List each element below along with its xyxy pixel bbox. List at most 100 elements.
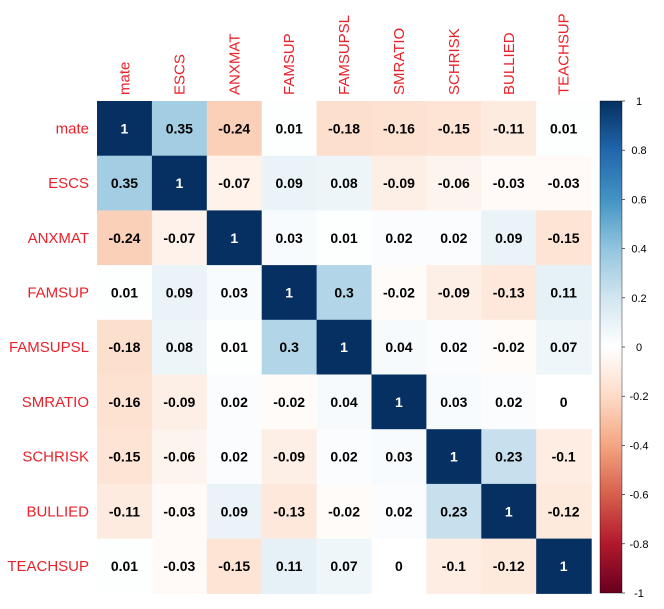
cell-value-label: 1 <box>285 284 293 300</box>
heatmap-cell <box>371 319 427 376</box>
cell-value-label: -0.02 <box>493 339 525 355</box>
heatmap-cell <box>261 265 318 321</box>
row-label: ANXMAT <box>28 230 89 247</box>
heatmap-cell <box>536 265 592 321</box>
row-label: BULLIED <box>26 503 89 520</box>
heatmap-cell <box>426 374 482 430</box>
cell-value-label: 0.02 <box>385 230 412 246</box>
row-label: FAMSUPSL <box>9 339 89 356</box>
heatmap-cell <box>536 429 592 485</box>
heatmap-cell <box>151 538 208 594</box>
heatmap-cell <box>261 210 318 266</box>
heatmap-cell <box>261 483 318 540</box>
cell-value-label: 1 <box>121 120 129 136</box>
cell-value-label: 0.07 <box>550 339 577 355</box>
heatmap-cell <box>371 155 427 211</box>
color-scale-legend: 1 0.8 0.6 0.4 0.2 0 -0.2 -0.4 -0.6 -0.8 -1 <box>599 96 649 600</box>
cell-value-label: 0.03 <box>385 449 412 465</box>
column-label: TEACHSUP <box>556 13 573 95</box>
heatmap-cell <box>316 319 373 376</box>
column-label: BULLIED <box>501 32 518 95</box>
cell-value-label: -0.18 <box>328 120 360 136</box>
column-label: FAMSUPSL <box>336 15 353 95</box>
cell-value-label: 0 <box>395 558 403 574</box>
cell-value-label: 0.02 <box>330 449 357 465</box>
heatmap-cell <box>536 374 592 430</box>
heatmap-cell <box>536 210 592 266</box>
cell-value-label: 0.23 <box>440 503 467 519</box>
cell-value-label: 0.03 <box>440 394 467 410</box>
heatmap-cell <box>371 483 427 540</box>
heatmap-cell <box>481 210 537 266</box>
cell-value-label: -0.03 <box>163 558 195 574</box>
cell-value-label: 0 <box>560 394 568 410</box>
cell-value-label: 0.01 <box>111 558 138 574</box>
heatmap-cell <box>481 538 537 594</box>
heatmap-cell <box>261 374 318 430</box>
cell-value-label: 0.03 <box>276 230 303 246</box>
cell-value-label: 0.01 <box>276 120 303 136</box>
heatmap-cell <box>316 101 373 157</box>
cell-value-label: 0.35 <box>111 175 138 191</box>
cell-value-label: -0.15 <box>218 558 250 574</box>
heatmap-cell <box>206 265 263 321</box>
cell-value-label: 1 <box>505 503 513 519</box>
cell-value-label: -0.07 <box>218 175 250 191</box>
cell-value-label: -0.1 <box>552 449 576 465</box>
heatmap-cell <box>261 538 318 594</box>
cell-value-label: 0.08 <box>330 175 357 191</box>
cell-value-label: 1 <box>230 230 238 246</box>
cell-value-label: -0.02 <box>383 284 415 300</box>
color-scale-bar <box>599 100 623 594</box>
heatmap-cell <box>426 483 482 540</box>
cell-value-label: 0.3 <box>334 284 354 300</box>
cell-value-label: 0.01 <box>330 230 357 246</box>
cell-value-label: -0.24 <box>218 120 250 136</box>
heatmap-cell <box>536 538 592 594</box>
heatmap-cell <box>426 155 482 211</box>
heatmap-cell <box>206 374 263 430</box>
heatmap-cell <box>371 101 427 157</box>
cell-value-label: 0.09 <box>495 230 522 246</box>
heatmap-cell <box>371 429 427 485</box>
cell-value-label: 0.01 <box>550 120 577 136</box>
heatmap-cell <box>97 483 153 540</box>
heatmap-cell <box>536 155 592 211</box>
row-label: SCHRISK <box>22 449 89 466</box>
scale-tick-label: -1 <box>634 588 644 600</box>
heatmap-cell <box>206 210 263 266</box>
cell-value-label: 1 <box>560 558 568 574</box>
heatmap-cell <box>316 265 373 321</box>
heatmap-cell <box>481 429 537 485</box>
scale-tick-label: 0.8 <box>631 145 646 157</box>
heatmap-cell <box>371 374 427 430</box>
heatmap-cell <box>316 374 373 430</box>
cell-value-label: -0.12 <box>493 558 525 574</box>
heatmap-cell <box>316 210 373 266</box>
column-label: SCHRISK <box>446 28 463 95</box>
heatmap-cell <box>206 319 263 376</box>
cell-value-label: 0.02 <box>440 339 467 355</box>
heatmap-cell <box>426 265 482 321</box>
column-label: mate <box>116 62 133 95</box>
heatmap-cell <box>371 210 427 266</box>
cell-value-label: 0.07 <box>330 558 357 574</box>
heatmap-cell <box>97 265 153 321</box>
cell-value-label: -0.03 <box>493 175 525 191</box>
heatmap-cell <box>481 319 537 376</box>
cell-value-label: 0.11 <box>550 284 577 300</box>
cell-value-label: 0.11 <box>276 558 303 574</box>
cell-value-label: 0.08 <box>166 339 193 355</box>
heatmap-cell <box>151 483 208 540</box>
cell-value-label: 0.3 <box>279 339 299 355</box>
column-label: ANXMAT <box>226 34 243 95</box>
cell-value-label: -0.11 <box>493 120 524 136</box>
cell-value-label: -0.15 <box>108 449 140 465</box>
heatmap-cell <box>261 319 318 376</box>
heatmap-cell <box>151 210 208 266</box>
heatmap-cell <box>426 319 482 376</box>
heatmap-cell <box>371 538 427 594</box>
column-labels: mate ESCS ANXMAT FAMSUP FAMSUPSL SMRATIO SCHRI… <box>116 13 572 95</box>
heatmap-cell <box>151 319 208 376</box>
scale-tick-label: -0.2 <box>630 391 649 403</box>
